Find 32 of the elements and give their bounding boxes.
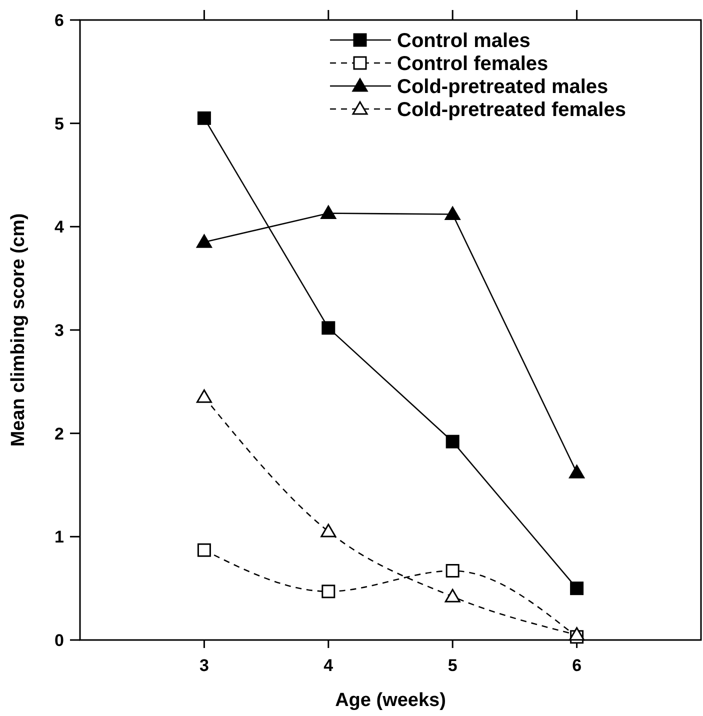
y-tick-label: 1	[54, 528, 64, 547]
y-tick-label: 3	[54, 320, 64, 340]
x-tick-label: 6	[572, 656, 582, 675]
point	[444, 206, 460, 220]
point	[197, 543, 211, 557]
point	[320, 205, 336, 219]
point	[569, 627, 585, 641]
point	[322, 584, 336, 598]
legend-label: Control females	[397, 53, 548, 75]
point	[197, 111, 211, 125]
point	[196, 234, 212, 248]
y-axis-title: Mean climbing score (cm)	[8, 213, 29, 447]
point	[570, 582, 584, 596]
y-tick-label: 2	[54, 424, 64, 444]
y-tick-label: 5	[54, 114, 64, 134]
y-tick-label: 0	[54, 630, 64, 650]
point	[196, 389, 212, 403]
x-tick-label: 4	[324, 656, 334, 675]
legend-label: Cold-pretreated females	[397, 99, 626, 121]
y-tick-label: 6	[54, 10, 64, 30]
point	[320, 524, 336, 538]
x-axis-title: Age (weeks)	[335, 690, 446, 711]
y-tick-label: 4	[54, 218, 65, 237]
point	[322, 321, 336, 335]
legend-label: Cold-pretreated males	[397, 76, 608, 98]
x-tick-label: 5	[448, 656, 458, 675]
point	[444, 588, 460, 602]
legend-label: Control males	[397, 30, 530, 52]
x-tick-label: 3	[199, 656, 209, 675]
point	[569, 464, 585, 478]
point	[446, 564, 460, 578]
point	[446, 434, 460, 448]
